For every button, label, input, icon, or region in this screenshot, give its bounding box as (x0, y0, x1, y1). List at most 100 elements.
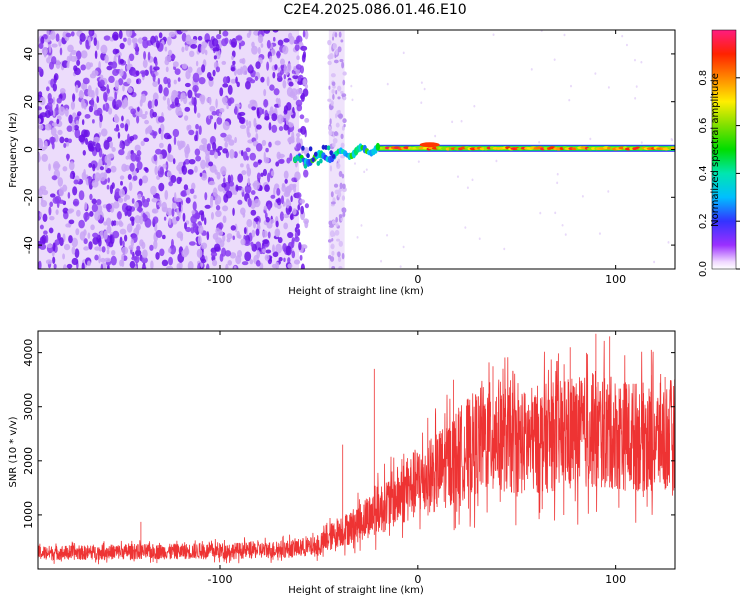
noise-speckle (598, 232, 601, 235)
noise-speckle (149, 244, 154, 251)
noise-speckle (263, 205, 268, 211)
noise-speckle (386, 82, 389, 86)
noise-speckle (94, 254, 99, 261)
noise-speckle (294, 44, 300, 52)
noise-speckle (161, 259, 169, 267)
colorbar-tick-label: 0.4 (698, 165, 709, 181)
noise-speckle (132, 175, 138, 181)
noise-speckle (71, 246, 76, 255)
noise-speckle (633, 58, 636, 62)
y-tick-label: 4000 (22, 339, 35, 367)
x-tick-label: 100 (605, 573, 626, 586)
noise-speckle (229, 174, 234, 183)
noise-speckle (127, 57, 131, 67)
noise-speckle (331, 220, 336, 225)
noise-speckle (214, 243, 221, 252)
noise-speckle (260, 76, 265, 83)
noise-speckle (84, 202, 88, 210)
noise-speckle (300, 45, 308, 51)
noise-speckle (275, 97, 280, 104)
noise-speckle (212, 187, 218, 197)
noise-speckle (184, 115, 189, 121)
noise-speckle (594, 72, 597, 75)
noise-speckle (127, 37, 132, 46)
noise-speckle (343, 123, 346, 128)
noise-speckle (589, 137, 592, 141)
y-tick-label: 2000 (22, 447, 35, 475)
noise-speckle (70, 101, 76, 110)
noise-speckle (175, 216, 180, 222)
noise-speckle (273, 88, 280, 96)
noise-speckle (553, 58, 556, 61)
noise-speckle (240, 207, 246, 215)
noise-speckle (265, 216, 270, 223)
noise-speckle (261, 108, 265, 115)
noise-speckle (38, 139, 44, 149)
noise-speckle (83, 169, 86, 177)
noise-speckle (71, 257, 79, 266)
noise-speckle (56, 103, 59, 111)
noise-speckle (275, 229, 280, 238)
noise-speckle (46, 243, 53, 248)
noise-speckle (283, 38, 290, 43)
noise-speckle (257, 159, 263, 164)
noise-speckle (123, 37, 127, 42)
noise-speckle (210, 212, 214, 220)
noise-speckle (75, 84, 79, 94)
noise-speckle (123, 196, 127, 202)
noise-speckle (182, 212, 186, 222)
noise-speckle (168, 181, 174, 187)
signal-transition-blob (295, 155, 300, 161)
noise-speckle (159, 248, 165, 257)
noise-speckle (194, 148, 201, 156)
noise-speckle (136, 78, 139, 84)
noise-speckle (170, 54, 176, 60)
noise-speckle (247, 197, 252, 208)
noise-speckle (193, 194, 197, 199)
noise-speckle (38, 106, 42, 111)
noise-speckle (420, 81, 423, 84)
noise-speckle (174, 97, 180, 106)
noise-speckle (564, 233, 567, 236)
noise-speckle (223, 177, 226, 185)
noise-speckle (87, 89, 94, 98)
noise-speckle (198, 144, 206, 151)
noise-speckle (214, 169, 218, 175)
noise-speckle (103, 230, 108, 240)
noise-speckle (287, 231, 294, 239)
noise-speckle (176, 263, 181, 269)
noise-speckle (192, 221, 197, 228)
noise-speckle (464, 226, 467, 229)
noise-speckle (152, 131, 157, 139)
noise-speckle (288, 205, 293, 213)
noise-speckle (72, 186, 78, 196)
noise-speckle (337, 256, 342, 263)
signal-transition-blob (293, 157, 297, 163)
noise-speckle (283, 213, 290, 219)
noise-speckle (235, 255, 242, 265)
noise-speckle (263, 99, 269, 108)
noise-speckle (117, 211, 122, 220)
noise-speckle (399, 265, 402, 268)
noise-speckle (107, 96, 115, 102)
noise-speckle (166, 152, 171, 162)
noise-speckle (386, 233, 389, 237)
noise-speckle (232, 235, 235, 241)
noise-speckle (64, 137, 69, 143)
noise-speckle (91, 119, 95, 124)
snr-x-axis-label: Height of straight line (km) (288, 585, 424, 596)
noise-speckle (153, 239, 158, 250)
noise-speckle (285, 68, 289, 76)
noise-speckle (365, 168, 368, 171)
noise-speckle (337, 85, 342, 92)
noise-speckle (304, 220, 309, 229)
y-tick-label: -40 (22, 236, 35, 254)
noise-speckle (104, 257, 112, 263)
noise-speckle (154, 165, 159, 176)
noise-speckle (92, 236, 99, 245)
noise-speckle (332, 142, 336, 148)
noise-speckle (144, 167, 149, 173)
noise-speckle (300, 205, 304, 215)
noise-speckle (177, 77, 181, 82)
